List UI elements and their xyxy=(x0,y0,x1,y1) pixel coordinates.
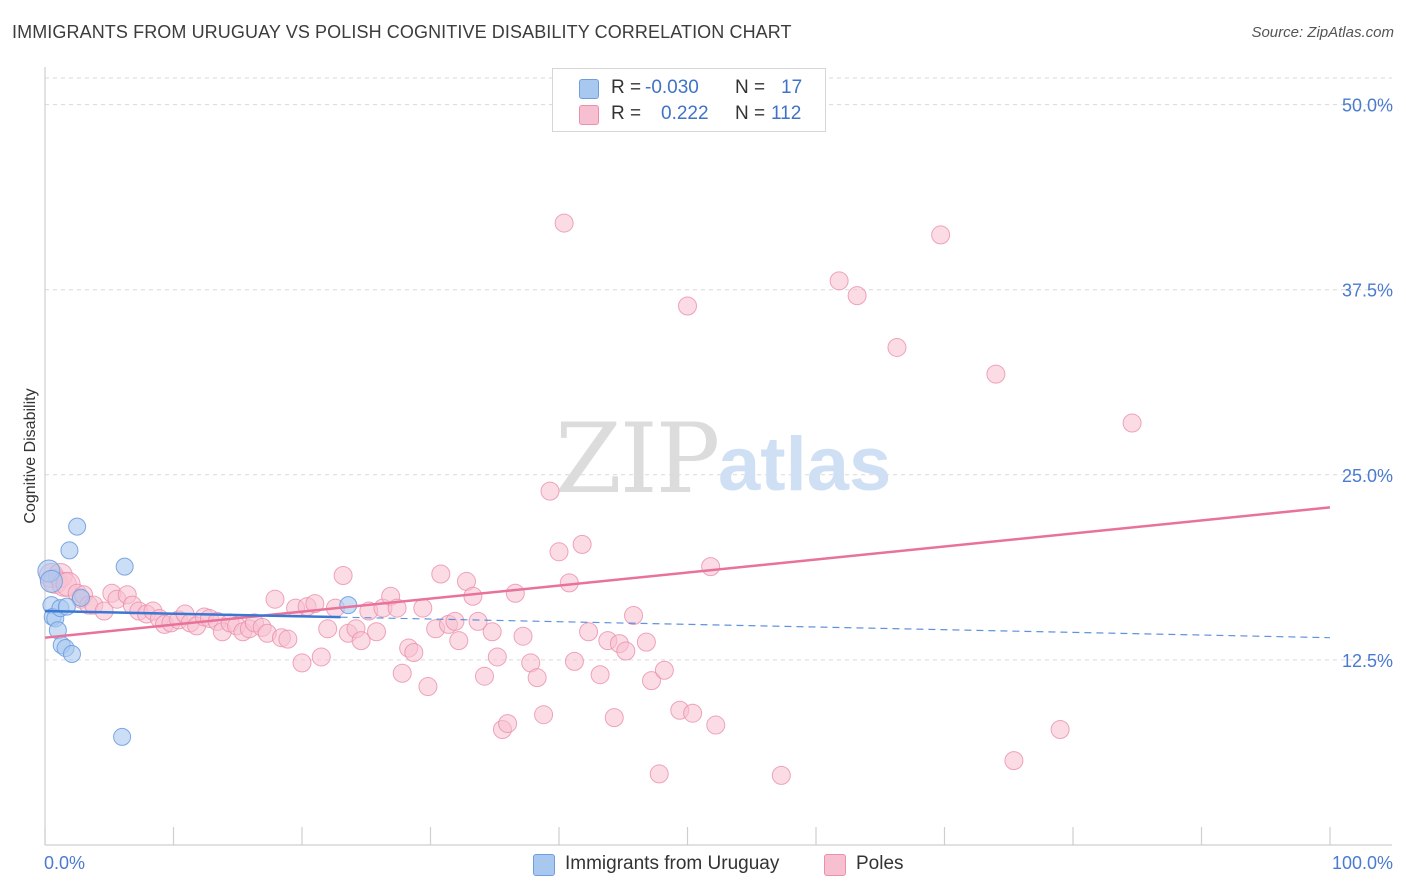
data-point-poles xyxy=(706,715,726,735)
data-point-poles xyxy=(311,647,331,667)
data-point-poles xyxy=(549,542,569,562)
legend-r-value: -0.030 xyxy=(645,77,699,98)
y-tick-label: 50.0% xyxy=(1342,96,1393,116)
data-point-poles xyxy=(468,611,488,631)
trend-line-uruguay-extension xyxy=(340,616,1331,639)
legend-n-label: N = xyxy=(735,77,766,98)
trend-layer xyxy=(44,506,1331,639)
data-point-poles xyxy=(418,677,438,697)
data-point-poles xyxy=(505,583,525,603)
data-point-uruguay xyxy=(60,541,79,560)
watermark-atlas: atlas xyxy=(718,422,891,507)
data-point-poles xyxy=(292,653,312,673)
x-tick-label: 100.0% xyxy=(1332,853,1393,873)
tick-labels: 12.5% 25.0% 37.5% 50.0% 0.0% 100.0% xyxy=(44,96,1393,873)
data-point-poles xyxy=(445,611,465,631)
data-point-poles xyxy=(683,703,703,723)
trend-line-poles xyxy=(44,506,1331,639)
data-point-poles xyxy=(678,296,697,316)
data-point-poles xyxy=(636,632,656,652)
data-point-poles xyxy=(642,671,662,691)
x-tick-label: 0.0% xyxy=(44,853,85,873)
legend-r-value: 0.222 xyxy=(661,103,709,124)
grid-layer xyxy=(45,77,1392,661)
data-point-poles xyxy=(887,337,907,357)
data-point-poles xyxy=(534,705,554,725)
legend-swatch-pink xyxy=(579,105,599,125)
data-point-uruguay xyxy=(71,588,90,607)
legend-swatch-blue xyxy=(579,79,599,99)
data-point-poles xyxy=(847,286,867,306)
data-point-poles xyxy=(572,534,592,554)
axes-layer xyxy=(44,67,1392,846)
data-point-poles xyxy=(305,594,325,614)
data-point-poles xyxy=(624,605,644,625)
data-point-poles xyxy=(527,668,547,688)
watermark: ZIP atlas xyxy=(555,403,891,515)
data-point-poles xyxy=(431,564,451,584)
data-point-poles xyxy=(392,663,412,683)
y-axis-label: Cognitive Disability xyxy=(22,388,39,523)
data-point-poles xyxy=(604,708,624,728)
legend-n-value: 17 xyxy=(781,77,803,98)
data-point-poles xyxy=(554,213,574,233)
data-point-poles xyxy=(590,665,610,685)
data-point-poles xyxy=(771,765,791,785)
y-tick-label: 12.5% xyxy=(1342,651,1393,671)
legend-r-label: R = xyxy=(611,77,642,98)
data-point-poles xyxy=(701,557,721,577)
legend-n-label: N = xyxy=(735,103,766,124)
legend-row-poles: R = 0.222 N = 112 xyxy=(553,101,825,127)
data-point-poles xyxy=(616,641,636,661)
series-swatch-pink xyxy=(824,854,846,876)
data-point-poles xyxy=(498,714,518,734)
data-point-poles xyxy=(829,271,849,291)
chart-source: Source: ZipAtlas.com xyxy=(1251,24,1394,41)
data-point-uruguay xyxy=(113,727,132,746)
data-point-poles xyxy=(986,364,1006,384)
data-point-poles xyxy=(413,598,433,618)
series-label-poles: Poles xyxy=(856,853,904,874)
data-point-uruguay xyxy=(39,569,63,593)
legend-n-value: 112 xyxy=(771,103,802,124)
legend-row-uruguay: R = -0.030 N = 17 xyxy=(553,75,825,101)
data-point-poles xyxy=(579,622,599,642)
y-tick-label: 25.0% xyxy=(1342,466,1393,486)
data-point-poles xyxy=(654,660,674,680)
data-point-poles xyxy=(513,626,533,646)
data-point-poles xyxy=(1122,413,1142,433)
data-point-poles xyxy=(367,622,387,642)
y-tick-label: 37.5% xyxy=(1342,281,1393,301)
data-point-poles xyxy=(351,631,371,651)
points-uruguay xyxy=(37,517,358,746)
data-point-poles xyxy=(540,481,560,501)
series-swatch-blue xyxy=(533,854,555,876)
data-point-poles xyxy=(487,647,507,667)
data-point-poles xyxy=(278,629,298,649)
data-point-poles xyxy=(333,566,353,585)
data-point-poles xyxy=(449,631,469,651)
data-point-poles xyxy=(404,643,424,662)
data-point-poles xyxy=(265,589,285,609)
data-point-poles xyxy=(931,225,951,245)
data-point-poles xyxy=(482,622,502,642)
data-point-poles xyxy=(318,619,338,639)
series-label-uruguay: Immigrants from Uruguay xyxy=(565,853,780,874)
stats-legend: R = -0.030 N = 17 R = 0.222 N = 112 xyxy=(552,68,826,132)
trend-line-uruguay xyxy=(44,609,341,619)
data-point-poles xyxy=(474,666,494,686)
watermark-zip: ZIP xyxy=(555,403,718,515)
data-point-poles xyxy=(1050,720,1070,739)
data-point-poles xyxy=(1004,751,1024,771)
data-point-poles xyxy=(564,651,584,671)
data-point-uruguay xyxy=(115,557,134,576)
data-point-poles xyxy=(463,586,483,606)
legend-r-label: R = xyxy=(611,103,642,124)
data-point-uruguay xyxy=(68,517,87,536)
chart-title: IMMIGRANTS FROM URUGUAY VS POLISH COGNIT… xyxy=(12,22,792,42)
data-point-poles xyxy=(649,764,669,784)
data-point-uruguay xyxy=(62,644,81,663)
